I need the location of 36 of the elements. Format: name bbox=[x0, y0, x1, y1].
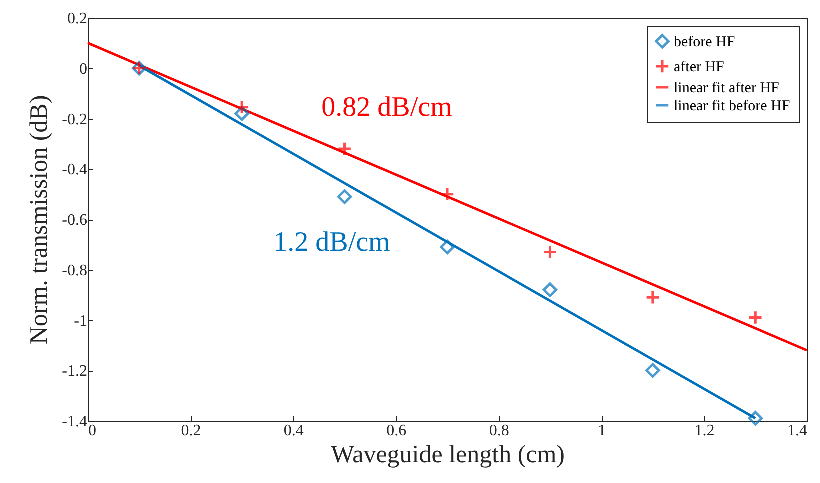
y-tick-label: -0.8 bbox=[62, 262, 88, 280]
legend-label: before HF bbox=[674, 34, 736, 50]
annotation: 1.2 dB/cm bbox=[274, 227, 391, 258]
point bbox=[234, 106, 250, 122]
y-tick-label: -0.2 bbox=[62, 111, 88, 128]
x-tick-label: 0.6 bbox=[386, 422, 407, 440]
point bbox=[234, 100, 250, 115]
y-tick-label: -0.4 bbox=[62, 162, 88, 179]
x-tick-label: 1 bbox=[598, 422, 606, 440]
y-tick-label: -0.6 bbox=[62, 212, 88, 229]
point bbox=[440, 186, 455, 202]
legend-label: linear fit before HF bbox=[674, 98, 790, 114]
x-tick-label: 1.4 bbox=[788, 422, 808, 440]
point bbox=[748, 411, 764, 426]
x-axis-title: Waveguide length (cm) bbox=[330, 442, 566, 468]
point bbox=[337, 142, 352, 156]
y-tick-label: 0.2 bbox=[68, 10, 88, 28]
y-axis-title: Norm. transmission (dB) bbox=[26, 95, 54, 345]
y-tick-label: -1 bbox=[74, 312, 88, 330]
point bbox=[646, 290, 660, 305]
legend-label: after HF bbox=[674, 60, 724, 76]
x-tick-label: 1.2 bbox=[694, 422, 715, 440]
legend-label: linear fit after HF bbox=[674, 80, 780, 96]
y-tick-label: -1.4 bbox=[62, 414, 88, 430]
x-tick-label: 0.8 bbox=[489, 422, 510, 440]
point bbox=[542, 282, 558, 298]
point bbox=[440, 240, 455, 255]
y-tick-label: 0 bbox=[80, 60, 88, 78]
point bbox=[646, 363, 660, 378]
y-tick-label: -1.2 bbox=[62, 363, 88, 380]
point bbox=[337, 189, 352, 204]
x-tick-label: 0.2 bbox=[181, 422, 202, 440]
point bbox=[542, 244, 558, 260]
x-tick-label: 0.4 bbox=[284, 422, 304, 440]
annotation: 0.82 dB/cm bbox=[322, 92, 453, 123]
point bbox=[748, 310, 764, 326]
